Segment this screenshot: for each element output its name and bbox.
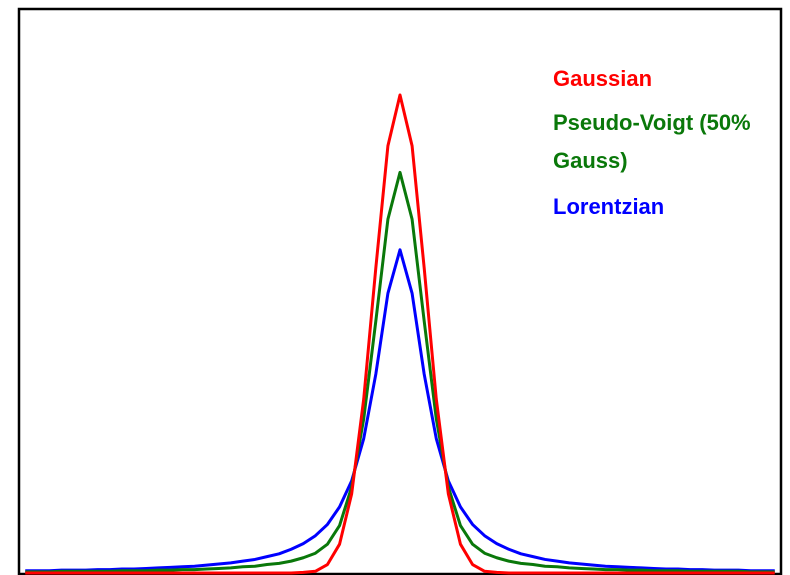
series-line	[25, 248, 775, 573]
legend-entry: Pseudo-Voigt (50% Gauss)	[553, 110, 751, 173]
series-line	[25, 93, 775, 575]
series-line	[25, 170, 775, 574]
legend-entry: Lorentzian	[553, 194, 665, 219]
legend-entry: Gaussian	[553, 66, 653, 91]
plot-frame	[17, 7, 783, 575]
